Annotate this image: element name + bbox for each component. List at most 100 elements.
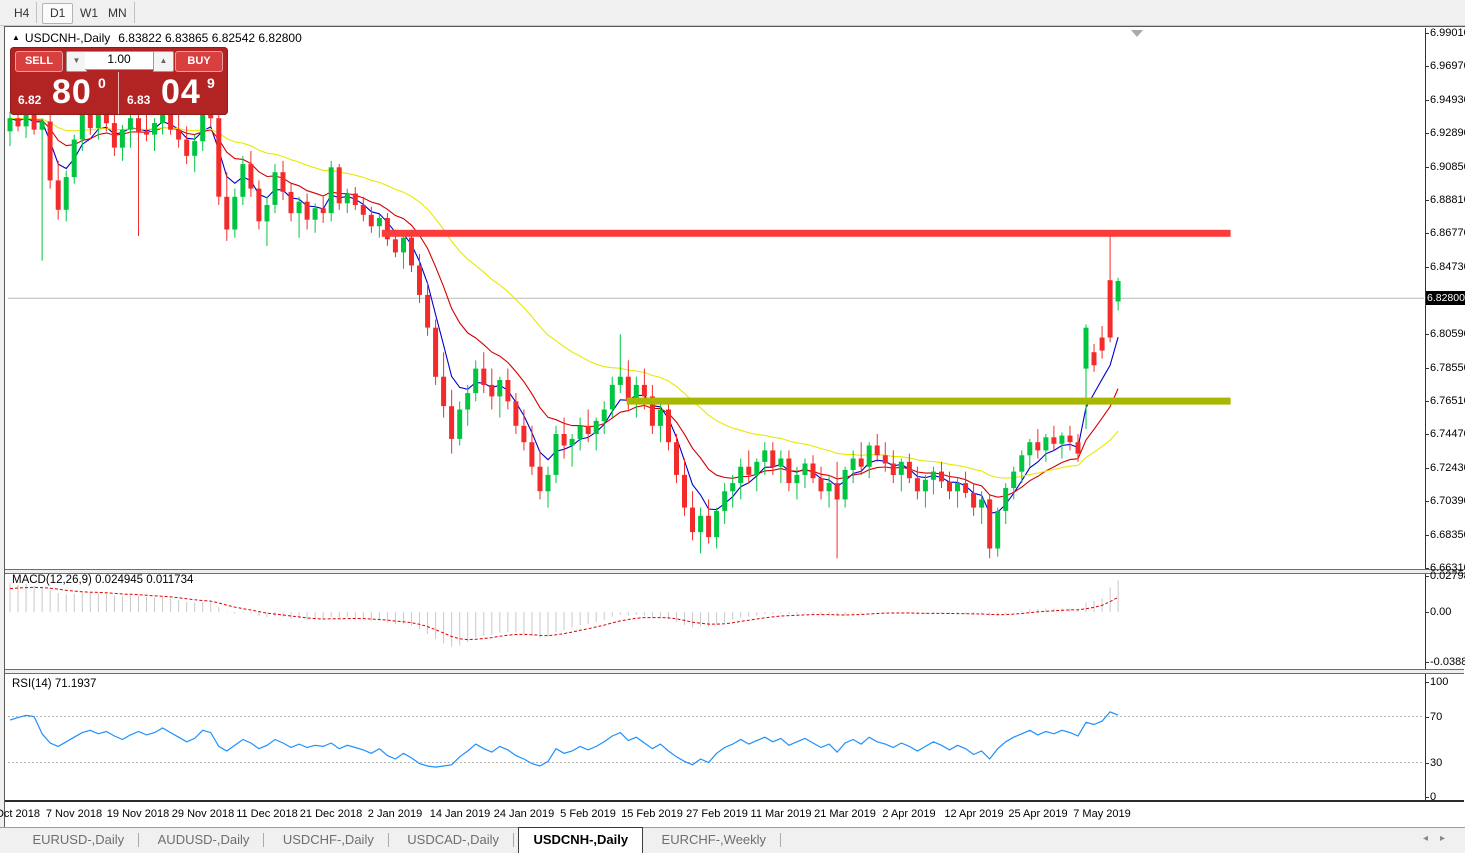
date-axis-label: 5 Feb 2019: [560, 808, 616, 820]
toolbar-separator: [134, 2, 135, 23]
buy-price-pips: 04: [161, 73, 201, 111]
rsi-indicator-label: RSI(14) 71.1937: [12, 678, 96, 690]
one-click-trading-panel: SELL ▼ 1.00 ▲ BUY 6.82 80 0 6.83 04 9: [10, 47, 228, 115]
tab-divider: [263, 832, 265, 847]
date-axis-label: 2 Jan 2019: [367, 808, 423, 820]
price-axis-label-tick: [1425, 434, 1429, 435]
tab-usdchf-daily[interactable]: USDCHF-,Daily: [282, 832, 374, 847]
rsi-line: [9, 711, 1119, 768]
tab-scroll-arrows[interactable]: ◂▸: [1423, 833, 1457, 844]
rsi-value: 71.1937: [54, 678, 97, 690]
price-axis-label: 6.76510: [1430, 395, 1465, 407]
tab-divider: [387, 832, 389, 847]
tab-divider: [138, 832, 140, 847]
price-axis-label-tick: [1425, 535, 1429, 536]
date-axis-label: 7 May 2019: [1073, 808, 1131, 820]
tab-audusd-daily[interactable]: AUDUSD-,Daily: [157, 832, 250, 847]
macd-indicator-label: MACD(12,26,9) 0.024945 0.011734: [12, 574, 193, 586]
chart-shift-marker-icon[interactable]: [1131, 30, 1143, 37]
date-axis-label: 15 Feb 2019: [621, 808, 683, 820]
price-axis-label: 6.99010: [1430, 27, 1465, 39]
timeframe-mn-button[interactable]: MN: [108, 6, 127, 20]
sell-button[interactable]: SELL: [15, 51, 63, 72]
macd-histogram: [9, 580, 1119, 647]
price-axis-label-tick: [1425, 200, 1429, 201]
date-axis-label: 19 Nov 2018: [106, 808, 170, 820]
buy-button[interactable]: BUY: [175, 51, 223, 72]
rsi-axis-label-tick: [1425, 797, 1429, 798]
date-axis-label: 11 Mar 2019: [750, 808, 812, 820]
tab-eurusd-daily[interactable]: EURUSD-,Daily: [32, 832, 125, 847]
rsi-axis-label-tick: [1425, 763, 1429, 764]
date-axis-border: [5, 800, 1464, 802]
candlestick-series: [7, 104, 1121, 559]
rsi-axis-label: 70: [1430, 711, 1443, 723]
price-axis-label-tick: [1425, 334, 1429, 335]
price-axis-label: 6.86770: [1430, 227, 1465, 239]
rsi-axis-label-tick: [1425, 682, 1429, 683]
macd-axis-label-tick: [1425, 612, 1429, 613]
timeframe-h4-button[interactable]: H4: [14, 6, 30, 20]
tab-divider: [513, 832, 515, 847]
macd-axis-label: 0.027984: [1430, 570, 1465, 582]
price-axis-label: 6.84730: [1430, 261, 1465, 273]
rsi-axis-label-tick: [1425, 717, 1429, 718]
support-level-line: [626, 397, 1231, 405]
date-axis-label: 29 Nov 2018: [171, 808, 235, 820]
price-axis-label-tick: [1425, 501, 1429, 502]
rsi-pane-splitter[interactable]: [5, 669, 1464, 674]
macd-signal-line: [9, 586, 1119, 641]
price-axis-label-tick: [1425, 368, 1429, 369]
rsi-axis-label: 0: [1430, 791, 1437, 803]
macd-axis-label: 0.00: [1430, 606, 1452, 618]
date-axis-label: 26 Oct 2018: [0, 808, 40, 820]
price-axis-label: 6.70390: [1430, 495, 1465, 507]
timeframe-w1-button[interactable]: W1: [80, 6, 98, 20]
volume-input[interactable]: 1.00: [85, 51, 153, 70]
volume-decrease-button[interactable]: ▼: [66, 51, 87, 72]
tab-usdcad-daily[interactable]: USDCAD-,Daily: [407, 832, 500, 847]
timeframe-d1-button[interactable]: D1: [42, 3, 74, 24]
macd-axis-label: -0.038874: [1430, 656, 1465, 668]
date-axis-label: 27 Feb 2019: [686, 808, 748, 820]
price-axis-label-tick: [1425, 33, 1429, 34]
tab-eurchf-weekly[interactable]: EURCHF-,Weekly: [661, 832, 767, 847]
date-axis-label: 11 Dec 2018: [236, 808, 298, 820]
chart-title: ▲ USDCNH-,Daily 6.83822 6.83865 6.82542 6.…: [12, 31, 302, 45]
price-axis-label: 6.78550: [1430, 362, 1465, 374]
tab-scroll-right-icon[interactable]: ▸: [1439, 833, 1457, 844]
macd-values: 0.024945 0.011734: [95, 574, 194, 586]
price-axis-label-tick: [1425, 267, 1429, 268]
macd-axis-label-tick: [1425, 662, 1429, 663]
sell-price-prefix: 6.82: [18, 93, 42, 107]
price-axis-label-tick: [1425, 100, 1429, 101]
date-axis-label: 2 Apr 2019: [882, 808, 936, 820]
price-axis-label: 6.68350: [1430, 529, 1465, 541]
buy-price-display[interactable]: 6.83 04 9: [119, 72, 227, 114]
date-axis-label: 14 Jan 2019: [429, 808, 491, 820]
volume-increase-button[interactable]: ▲: [153, 51, 174, 72]
date-axis-label: 12 Apr 2019: [944, 808, 1004, 820]
price-axis-label: 6.74470: [1430, 428, 1465, 440]
tab-usdcnh-daily[interactable]: USDCNH-,Daily: [518, 827, 644, 853]
date-axis-label: 24 Jan 2019: [493, 808, 555, 820]
price-axis-label: 6.80590: [1430, 328, 1465, 340]
sell-price-point: 0: [98, 75, 106, 91]
price-axis-label-tick: [1425, 167, 1429, 168]
tab-divider: [780, 832, 782, 847]
collapse-triangle-icon[interactable]: ▲: [12, 33, 20, 42]
date-axis-label: 7 Nov 2018: [45, 808, 103, 820]
tab-scroll-left-icon[interactable]: ◂: [1422, 833, 1440, 844]
price-axis-label-tick: [1425, 401, 1429, 402]
macd-axis-label-tick: [1425, 576, 1429, 577]
macd-pane-splitter[interactable]: [5, 569, 1464, 574]
date-axis-label: 25 Apr 2019: [1008, 808, 1068, 820]
price-axis-label-tick: [1425, 133, 1429, 134]
toolbar-separator: [36, 2, 37, 23]
price-axis-label-tick: [1425, 66, 1429, 67]
sell-price-display[interactable]: 6.82 80 0: [10, 72, 119, 114]
price-axis-label-tick: [1425, 568, 1429, 569]
price-axis-label: 6.90850: [1430, 161, 1465, 173]
